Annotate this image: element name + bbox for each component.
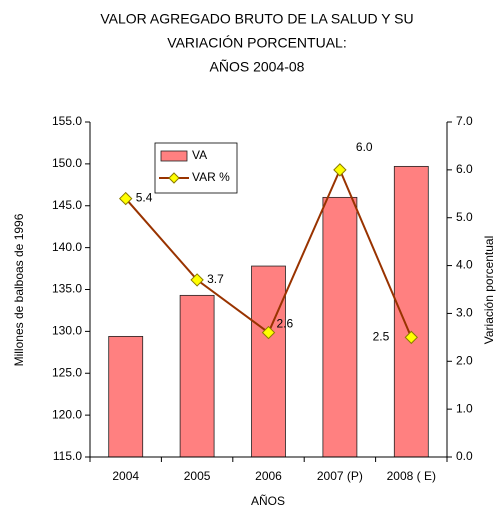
y-tick-label: 155.0 [52, 114, 82, 128]
marker [261, 325, 276, 340]
marker [404, 330, 419, 345]
data-label: 6.0 [356, 140, 373, 154]
x-tick-label: 2006 [255, 469, 282, 483]
legend-label: VAR % [192, 170, 230, 184]
legend-swatch [168, 172, 180, 184]
marker [333, 163, 347, 177]
y-axis-label: Millones de balboas de 1996 [12, 213, 26, 366]
bar [322, 196, 358, 458]
y2-tick-label: 3.0 [456, 306, 473, 320]
chart-title: VARIACIÓN PORCENTUAL: [167, 35, 346, 51]
y-tick-label: 150.0 [52, 156, 82, 170]
data-label: 3.7 [207, 272, 224, 286]
y2-tick-label: 7.0 [456, 114, 473, 128]
chart-title: AÑOS 2004-08 [210, 59, 305, 75]
y2-tick-label: 1.0 [456, 401, 473, 415]
marker [118, 191, 133, 206]
y-tick-label: 120.0 [52, 407, 82, 421]
bar [179, 294, 215, 458]
x-tick-label: 2007 (P) [317, 469, 363, 483]
y2-tick-label: 5.0 [456, 210, 473, 224]
x-tick-label: 2005 [184, 469, 211, 483]
y-tick-label: 125.0 [52, 365, 82, 379]
data-label: 5.4 [136, 191, 153, 205]
y-tick-label: 130.0 [52, 324, 82, 338]
legend-label: VA [192, 148, 207, 162]
y2-tick-label: 0.0 [456, 449, 473, 463]
y2-axis-label: Variación porcentual [482, 236, 496, 345]
x-tick-label: 2008 ( E) [387, 469, 436, 483]
x-axis-label: AÑOS [251, 494, 285, 508]
bar [108, 335, 144, 458]
y-tick-label: 135.0 [52, 282, 82, 296]
bar [251, 265, 286, 458]
x-tick-label: 2004 [112, 469, 139, 483]
y2-tick-label: 4.0 [456, 258, 473, 272]
y-tick-label: 145.0 [52, 198, 82, 212]
y2-tick-label: 2.0 [456, 353, 473, 367]
y-tick-label: 115.0 [53, 449, 82, 463]
data-label: 2.6 [277, 317, 294, 331]
data-label: 2.5 [373, 330, 390, 344]
marker [190, 273, 204, 287]
chart-title: VALOR AGREGADO BRUTO DE LA SALUD Y SU [100, 11, 413, 27]
legend-swatch [160, 150, 188, 162]
y-tick-label: 140.0 [52, 240, 82, 254]
y2-tick-label: 6.0 [456, 162, 473, 176]
